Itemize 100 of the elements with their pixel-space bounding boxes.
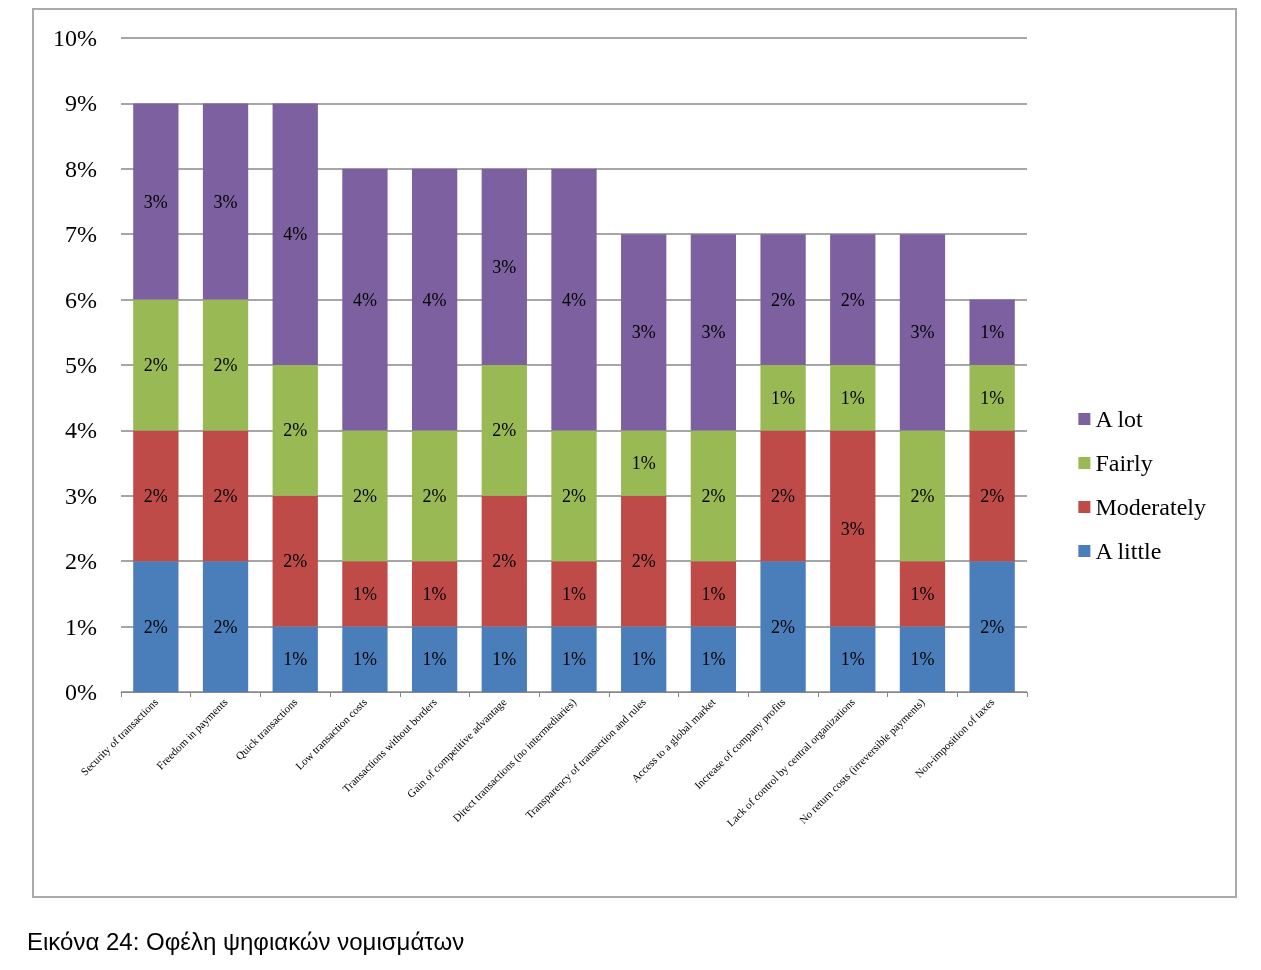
data-label: 2% (771, 289, 796, 310)
bar (690, 561, 737, 627)
data-label: 4% (562, 289, 586, 310)
bar (621, 234, 667, 431)
bar (621, 495, 667, 627)
text: Εικόνα 24: Οφέλη ψηφιακών νομισμάτων (27, 927, 465, 955)
y-tick-label: 10% (53, 25, 97, 51)
data-label: 1% (352, 583, 377, 604)
legend-label: A little (1095, 538, 1162, 564)
y-tick-label: 6% (65, 286, 97, 313)
data-label: 2% (840, 289, 865, 310)
data-label: 2% (701, 485, 726, 506)
bar (830, 365, 876, 431)
bar (411, 626, 458, 692)
data-label: 3% (701, 322, 726, 343)
data-label: 1% (283, 649, 308, 670)
data-label: 4% (352, 289, 377, 310)
bar (411, 430, 458, 562)
bar (621, 626, 667, 692)
data-label: 1% (422, 583, 447, 604)
data-label: 2% (213, 485, 238, 506)
data-label: 2% (352, 485, 377, 506)
y-tick-label: 1% (65, 613, 97, 640)
bar (342, 626, 388, 692)
data-label: 3% (492, 256, 517, 277)
data-label: 2% (492, 551, 517, 572)
data-label: 3% (910, 322, 935, 343)
bar (760, 365, 806, 431)
bar (690, 234, 737, 431)
bar (272, 103, 318, 365)
data-label: 1% (701, 649, 726, 670)
bar (202, 103, 249, 300)
data-label: 1% (562, 649, 586, 670)
bar (969, 430, 1015, 562)
y-tick-label: 7% (65, 221, 97, 248)
bar (969, 365, 1015, 431)
bar (272, 626, 318, 692)
y-tick-label: 2% (65, 548, 97, 575)
data-label: 1% (980, 387, 1005, 408)
data-label: 1% (631, 453, 656, 474)
data-label: 1% (910, 583, 935, 604)
data-label: 1% (631, 649, 656, 670)
data-label: 3% (631, 322, 656, 343)
bar (551, 430, 597, 562)
legend-label: Fairly (1095, 450, 1153, 476)
bar (551, 561, 597, 627)
y-tick-label: 4% (65, 417, 97, 444)
data-label: 2% (771, 616, 796, 637)
data-label: 1% (910, 649, 935, 670)
bar (830, 430, 876, 627)
bar (621, 430, 667, 496)
data-label: 1% (771, 387, 796, 408)
bar (899, 626, 946, 692)
data-label: 2% (213, 355, 238, 375)
data-label: 3% (213, 191, 238, 212)
bar (481, 626, 527, 692)
y-tick-label: 0% (65, 679, 97, 705)
bar (202, 430, 249, 562)
bar (830, 626, 876, 692)
bar (551, 626, 597, 692)
data-label: 2% (980, 485, 1005, 506)
bar (342, 561, 388, 627)
data-label: 2% (422, 485, 447, 506)
data-label: 2% (980, 616, 1005, 637)
bar (690, 430, 737, 562)
bar (272, 495, 318, 627)
y-tick-label: 8% (65, 155, 97, 182)
data-label: 4% (283, 224, 308, 245)
bar (133, 561, 179, 692)
data-label: 1% (840, 387, 865, 408)
data-label: 2% (283, 551, 308, 572)
bar (411, 561, 458, 627)
data-label: 1% (562, 583, 586, 604)
y-tick-label: 9% (65, 90, 97, 117)
bar (760, 430, 806, 562)
bar (342, 168, 388, 431)
bar (481, 495, 527, 627)
bar (133, 430, 179, 562)
data-label: 2% (143, 485, 168, 506)
data-label: 1% (980, 322, 1005, 343)
bar (830, 234, 876, 365)
bar (272, 365, 318, 496)
data-label: 2% (771, 485, 796, 506)
bar (899, 561, 946, 627)
data-label: 1% (701, 583, 726, 604)
bar (133, 103, 179, 300)
data-label: 2% (283, 420, 308, 441)
bar (481, 168, 527, 365)
y-tick-label: 3% (65, 482, 97, 509)
data-label: 2% (910, 485, 935, 506)
data-label: 4% (422, 289, 447, 310)
data-label: 2% (562, 485, 586, 506)
bar (342, 430, 388, 562)
bar (690, 626, 737, 692)
bar (133, 299, 179, 431)
data-label: 3% (840, 518, 865, 539)
data-label: 1% (352, 649, 377, 670)
bar (969, 561, 1015, 692)
data-label: 2% (143, 355, 168, 375)
data-label: 2% (143, 616, 168, 637)
